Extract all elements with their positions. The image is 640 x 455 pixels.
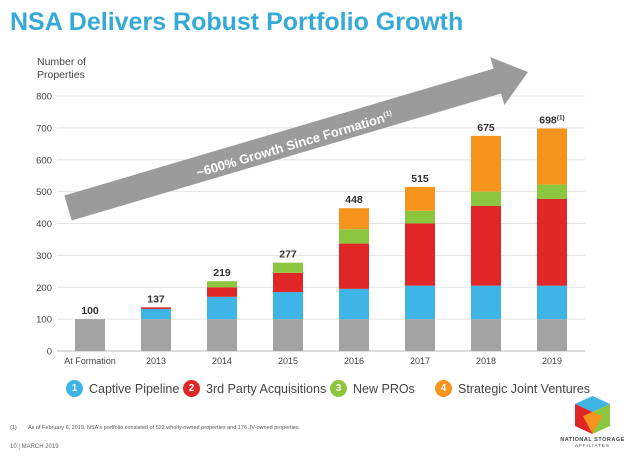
x-tick-label: 2016 bbox=[344, 356, 364, 366]
bar-segment bbox=[207, 281, 237, 288]
bar-segment bbox=[471, 135, 501, 192]
legend-number-badge: 2 bbox=[183, 380, 200, 397]
bar-segment bbox=[405, 223, 435, 286]
x-tick-label: 2015 bbox=[278, 356, 298, 366]
bar-total-label: 137 bbox=[147, 293, 165, 305]
legend-label: Captive Pipeline bbox=[89, 381, 180, 396]
legend-item: 2 3rd Party Acquisitions bbox=[183, 380, 326, 397]
bar-segment bbox=[273, 272, 303, 293]
bar-segment bbox=[339, 319, 369, 351]
bar-segment bbox=[537, 128, 567, 185]
footnote: (1) As of February 6, 2019, NSA's portfo… bbox=[10, 425, 300, 431]
y-tick-label: 0 bbox=[47, 347, 52, 358]
bar-segment bbox=[405, 319, 435, 351]
bar-total-superscript: (1) bbox=[557, 115, 565, 122]
page-footer: 10 | MARCH 2019 bbox=[10, 444, 59, 450]
bar-segment bbox=[339, 288, 369, 320]
footnote-marker: (1) bbox=[10, 425, 17, 431]
y-tick-label: 300 bbox=[36, 251, 52, 262]
bar-segment bbox=[405, 285, 435, 320]
bar-total-label: 277 bbox=[279, 249, 297, 261]
bar-total-label: 698(1) bbox=[539, 115, 564, 127]
growth-arrow bbox=[64, 57, 528, 221]
x-tick-label: 2014 bbox=[212, 356, 232, 366]
y-tick-label: 400 bbox=[36, 219, 52, 230]
bar-segment bbox=[141, 307, 171, 309]
footnote-text: As of February 6, 2019, NSA's portfolio … bbox=[27, 425, 301, 431]
bar-segment bbox=[207, 319, 237, 351]
bar-segment bbox=[273, 292, 303, 320]
legend-label: New PROs bbox=[353, 381, 415, 396]
bar-segment bbox=[405, 186, 435, 211]
bar-segment bbox=[207, 296, 237, 320]
legend-label: 3rd Party Acquisitions bbox=[206, 381, 327, 396]
legend-number-badge: 4 bbox=[435, 380, 452, 397]
y-tick-label: 200 bbox=[36, 283, 52, 294]
y-tick-label: 500 bbox=[36, 187, 52, 198]
bar-segment bbox=[75, 319, 105, 351]
bar-total-label: 448 bbox=[345, 194, 363, 206]
growth-annotation: ~600% Growth Since Formation(1) bbox=[195, 108, 395, 180]
bar-segment bbox=[537, 198, 567, 286]
legend-number-badge: 1 bbox=[66, 380, 83, 397]
chart-legend: 1 Captive Pipeline 2 3rd Party Acquisitions… bbox=[0, 380, 640, 400]
y-tick-label: 600 bbox=[36, 155, 52, 166]
logo-name: NATIONAL STORAGE bbox=[560, 437, 625, 443]
legend-label: Strategic Joint Ventures bbox=[458, 381, 591, 396]
legend-item: 3 New PROs bbox=[330, 380, 415, 397]
bar-segment bbox=[273, 262, 303, 273]
bar-segment bbox=[537, 184, 567, 199]
legend-item: 4 Strategic Joint Ventures bbox=[435, 380, 590, 397]
portfolio-growth-chart: 0 100 200 300 400 500 600 700 800 100 At Formation… bbox=[36, 57, 585, 366]
page-title: NSA Delivers Robust Portfolio Growth bbox=[10, 8, 464, 36]
bar-segment bbox=[339, 243, 369, 289]
bar-total-label: 675 bbox=[477, 122, 495, 134]
y-tick-label: 100 bbox=[36, 315, 52, 326]
logo-icon bbox=[575, 396, 610, 434]
x-tick-label: At Formation bbox=[64, 356, 116, 366]
bar-segment bbox=[339, 229, 369, 244]
x-tick-label: 2018 bbox=[476, 356, 496, 366]
company-logo: NATIONAL STORAGE AFFILIATES bbox=[555, 393, 630, 449]
legend-number-badge: 3 bbox=[330, 380, 347, 397]
bar-segment bbox=[471, 205, 501, 286]
legend-item: 1 Captive Pipeline bbox=[66, 380, 179, 397]
bar-total-label: 515 bbox=[411, 173, 429, 185]
bar-segment bbox=[471, 191, 501, 206]
bar-total-label: 219 bbox=[213, 267, 231, 279]
bar-segment bbox=[141, 308, 171, 320]
y-axis-label: Number of Properties bbox=[37, 56, 87, 81]
bar-segment bbox=[471, 319, 501, 351]
bar-segment bbox=[537, 285, 567, 320]
y-tick-label: 800 bbox=[36, 92, 52, 103]
logo-text: NATIONAL STORAGE AFFILIATES bbox=[555, 437, 630, 448]
bar-total-label: 100 bbox=[81, 305, 99, 317]
bar-segment bbox=[405, 210, 435, 224]
bar-segment bbox=[273, 319, 303, 351]
x-tick-label: 2013 bbox=[146, 356, 166, 366]
bar-segment bbox=[207, 287, 237, 297]
bar-segment bbox=[471, 285, 501, 320]
bar-segment bbox=[141, 319, 171, 351]
bar-segment bbox=[339, 208, 369, 230]
x-tick-label: 2019 bbox=[542, 356, 562, 366]
bar-segment bbox=[537, 319, 567, 351]
y-tick-label: 700 bbox=[36, 123, 52, 134]
growth-annotation-superscript: (1) bbox=[383, 110, 393, 119]
logo-subtitle: AFFILIATES bbox=[575, 443, 610, 448]
x-tick-label: 2017 bbox=[410, 356, 430, 366]
